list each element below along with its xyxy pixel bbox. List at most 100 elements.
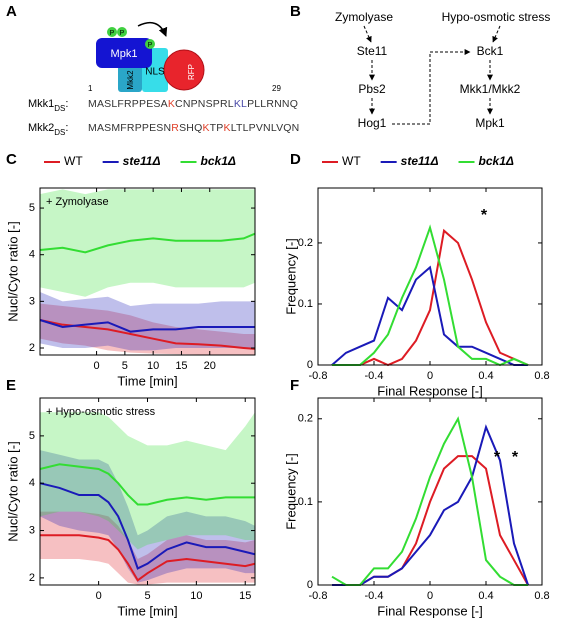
x-tick-label: 15 (175, 360, 187, 372)
series-line (332, 228, 529, 367)
y-tick-label: 0 (307, 359, 313, 371)
series-line (331, 416, 528, 586)
x-tick-label: 0 (94, 360, 100, 372)
y-tick-label: 0.1 (298, 298, 313, 310)
annotation: + Zymolyase (46, 196, 109, 208)
legend-label: bck1Δ (479, 154, 514, 168)
seq-name: Mkk1 (28, 98, 54, 110)
node: Hypo-osmotic stress (442, 10, 551, 24)
y-tick-label: 2 (29, 572, 35, 584)
x-tick-label: 5 (122, 360, 128, 372)
y-tick-label: 5 (29, 202, 35, 214)
band (40, 511, 255, 585)
phospho-label: P (120, 30, 125, 37)
x-tick-label: 0.4 (478, 370, 493, 382)
y-axis-label: Frequency [-] (283, 238, 298, 315)
y-tick-label: 4 (29, 249, 35, 261)
protein-label: Mpk1 (111, 48, 138, 60)
y-axis-label: Nucl/Cyto ratio [-] (5, 221, 20, 321)
x-tick-label: 0.8 (534, 370, 549, 382)
seq-suffix: : (65, 98, 68, 110)
seq-sub: DS (54, 128, 65, 137)
node: Ste11 (357, 44, 388, 58)
x-tick-label: 10 (190, 590, 202, 602)
mpk1-box (96, 38, 152, 68)
seq-label: Mkk2DS: (28, 122, 68, 137)
panel-letter: C (6, 151, 17, 168)
x-tick-label: 5 (144, 590, 150, 602)
sequence: MASMFRPPESNRSHQKTPKLTLPVNLVQN (88, 122, 299, 134)
band (40, 292, 255, 351)
seq-sub: DS (54, 104, 65, 113)
series-line (331, 265, 528, 366)
protein-label: RFP (187, 64, 196, 80)
node: Pbs2 (358, 82, 386, 96)
x-tick-label: -0.4 (365, 590, 384, 602)
band (40, 189, 255, 297)
sequence: MASLFRPPESAKCNPNSPRLKLPLLRNNQ (88, 98, 298, 110)
annotation: * (481, 207, 488, 224)
chart: -0.8 -0.4 0 0.4 0.8 0 0.1 0.2 Final Response [-]… (283, 397, 550, 618)
residue: CNPNSPRL (175, 98, 234, 110)
x-tick-label: 0 (427, 370, 433, 382)
legend-label: ste11Δ (123, 154, 161, 168)
y-axis-label: Frequency [-] (283, 453, 298, 530)
protein-label: NLS (145, 67, 165, 78)
residue: K (202, 122, 209, 134)
annotation: * (494, 449, 501, 466)
y-tick-label: 0.1 (298, 496, 313, 508)
node: Hog1 (358, 116, 387, 130)
legend-label: WT (342, 154, 361, 168)
protein-label: Mkk2 (126, 70, 135, 90)
sequences: Mkk1DS: MASLFRPPESAKCNPNSPRLKLPLLRNNQMkk2… (28, 98, 299, 137)
annotation: + Hypo-osmotic stress (46, 406, 156, 418)
series-line (39, 463, 255, 506)
x-tick-label: 0 (96, 590, 102, 602)
annotation: * (512, 449, 519, 466)
legend-label: bck1Δ (201, 154, 236, 168)
residue: KL (234, 98, 247, 110)
residue: K (168, 98, 175, 110)
x-tick-label: 0.8 (534, 590, 549, 602)
residue: LTLPVNLVQN (231, 122, 300, 134)
phospho-label: P (148, 42, 153, 49)
x-tick-label: 0.4 (478, 590, 493, 602)
residue: TP (210, 122, 224, 134)
arrow (363, 25, 372, 43)
arrow (492, 25, 501, 43)
node: Mpk1 (475, 116, 505, 130)
seq-suffix: : (65, 122, 68, 134)
x-axis-label: Final Response [-] (377, 383, 483, 398)
residue: SHQ (179, 122, 202, 134)
series-line (40, 534, 256, 582)
arrow (392, 49, 471, 125)
band (40, 450, 255, 583)
seq-label: Mkk1DS: (28, 98, 68, 113)
node: Bck1 (477, 44, 504, 58)
plot-frame (317, 397, 543, 586)
band (40, 412, 255, 550)
panel-letter: B (290, 3, 301, 20)
residue: PLLRNNQ (247, 98, 298, 110)
chart: -0.8 -0.4 0 0.4 0.8 0 0.1 0.2 Final Response [-]… (283, 154, 549, 398)
y-tick-label: 4 (29, 477, 35, 489)
residue: MASLFRPPESA (88, 98, 168, 110)
node: Zymolyase (335, 10, 393, 24)
seq-start: 1 (88, 84, 93, 93)
phospho (145, 39, 155, 49)
panel-letter: F (290, 377, 299, 394)
series-line (39, 319, 255, 333)
plot-frame (317, 187, 543, 366)
residue: MASMFRPPESN (88, 122, 171, 134)
y-tick-label: 5 (29, 430, 35, 442)
panel-letter: E (6, 377, 16, 394)
series-line (39, 232, 256, 254)
legend-label: WT (64, 154, 83, 168)
series-line (39, 482, 256, 570)
x-tick-label: 15 (239, 590, 251, 602)
phospho-label: P (110, 30, 115, 37)
legend-label: ste11Δ (401, 154, 439, 168)
